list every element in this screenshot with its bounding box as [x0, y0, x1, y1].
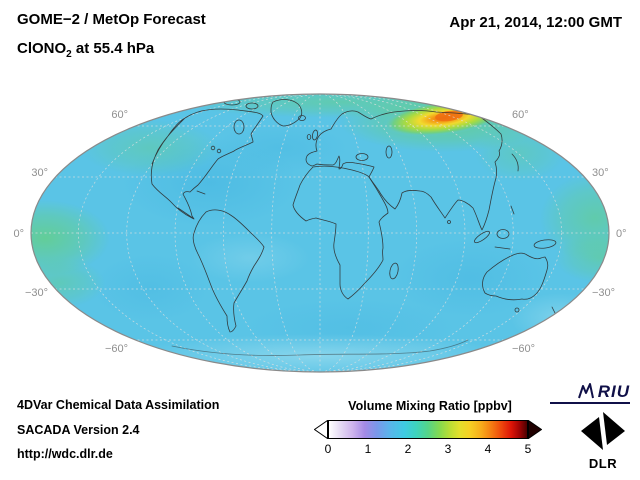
- colorbar-tick-0: 0: [324, 442, 332, 456]
- plot-datetime: Apr 21, 2014, 12:00 GMT: [449, 14, 622, 31]
- dlr-logo: DLR: [578, 412, 628, 471]
- colorbar-tick-5: 5: [524, 442, 532, 456]
- coastlines: [150, 98, 557, 356]
- colorbar: Volume Mixing Ratio [ppbv] 0 1 2 3 4 5: [314, 399, 546, 457]
- colorbar-scale: [314, 420, 546, 439]
- lat-label-eq-right: 0°: [616, 228, 627, 240]
- lat-label-60n-right: 60°: [512, 109, 529, 121]
- lat-label-30s-right: −30°: [592, 287, 615, 299]
- latitude-labels: 60° 60° 30° 30° 0° 0° −30° −30° −60° −60…: [13, 109, 626, 355]
- world-map: 60° 60° 30° 30° 0° 0° −30° −30° −60° −60…: [13, 93, 627, 373]
- dlr-emblem-icon: [581, 412, 625, 450]
- colorbar-gradient: [328, 420, 528, 439]
- lat-label-60n-left: 60°: [111, 109, 128, 121]
- colorbar-tick-3: 3: [444, 442, 452, 456]
- dlr-logo-text: DLR: [588, 456, 618, 471]
- concentration-field: [31, 94, 609, 372]
- riu-logo-text: RIU: [597, 382, 630, 401]
- colorbar-tick-2: 2: [404, 442, 412, 456]
- lat-label-60s-right: −60°: [512, 343, 535, 355]
- colorbar-ticks: 0 1 2 3 4 5: [324, 442, 532, 457]
- riu-logo: RIU: [550, 382, 630, 404]
- colorbar-title: Volume Mixing Ratio [ppbv]: [348, 399, 512, 413]
- credit-line-assimilation: 4DVar Chemical Data Assimilation: [17, 398, 220, 412]
- pressure-level: at 55.4 hPa: [71, 40, 155, 57]
- credit-line-url: http://wdc.dlr.de: [17, 447, 113, 461]
- graticule: [31, 94, 609, 372]
- lat-label-60s-left: −60°: [105, 343, 128, 355]
- credit-line-version: SACADA Version 2.4: [17, 422, 140, 437]
- lat-label-30s-left: −30°: [25, 287, 48, 299]
- lat-label-eq-left: 0°: [13, 228, 24, 240]
- title-line1: GOME−2 / MetOp Forecast: [17, 11, 206, 28]
- colorbar-right-arrow-icon: [528, 420, 542, 439]
- compound-subscript: 2: [66, 49, 72, 60]
- title-line2: ClONO2 at 55.4 hPa: [17, 41, 206, 60]
- colorbar-tick-1: 1: [364, 442, 372, 456]
- plot-title: GOME−2 / MetOp Forecast ClONO2 at 55.4 h…: [17, 12, 206, 60]
- lat-label-30n-left: 30°: [31, 167, 48, 179]
- colorbar-tick-4: 4: [484, 442, 492, 456]
- credits: 4DVar Chemical Data Assimilation SACADA …: [17, 399, 219, 473]
- riu-peaks-icon: [577, 383, 594, 399]
- colorbar-left-arrow-icon: [314, 420, 328, 439]
- lat-label-30n-right: 30°: [592, 167, 609, 179]
- compound-name: ClONO: [17, 40, 67, 57]
- map-outline: [30, 93, 610, 373]
